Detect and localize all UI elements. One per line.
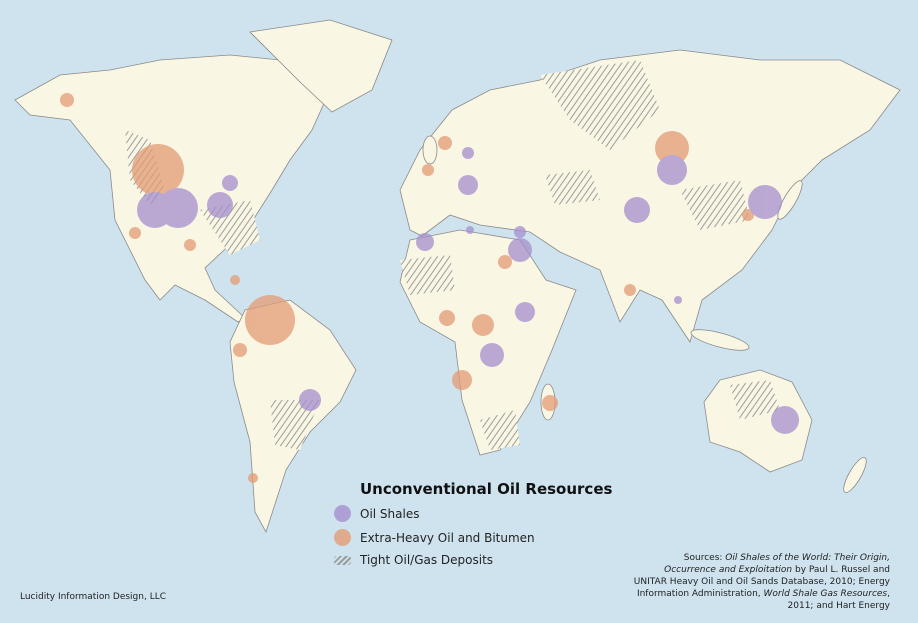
hatched-area xyxy=(540,60,660,150)
oil-shale-circle xyxy=(416,233,434,251)
resource-circles xyxy=(60,93,799,483)
japan xyxy=(777,180,803,220)
legend-title: Unconventional Oil Resources xyxy=(360,480,613,498)
credit: Lucidity Information Design, LLC xyxy=(20,592,167,602)
legend-item: Tight Oil/Gas Deposits xyxy=(334,553,493,567)
heavy-oil-circle xyxy=(452,370,472,390)
uk xyxy=(422,135,438,165)
heavy-oil-circle xyxy=(439,310,455,326)
legend-item: Oil Shales xyxy=(334,505,419,522)
legend-swatch xyxy=(334,555,351,565)
heavy-oil-circle xyxy=(498,255,512,269)
australia xyxy=(703,369,813,473)
source-text: , 2011; and Hart Energy xyxy=(787,589,890,611)
heavy-oil-circle xyxy=(245,295,295,345)
oil-shale-circle xyxy=(207,192,233,218)
heavy-oil-circle xyxy=(248,473,258,483)
heavy-oil-circle xyxy=(422,164,434,176)
legend-swatch xyxy=(334,505,351,522)
oil-shale-circle xyxy=(158,188,198,228)
hatched-area xyxy=(480,410,520,450)
oil-shale-circle xyxy=(299,389,321,411)
oil-shale-circle xyxy=(480,343,504,367)
oil-shale-circle xyxy=(222,175,238,191)
heavy-oil-circle xyxy=(233,343,247,357)
hatched-area xyxy=(400,255,455,295)
legend-label: Tight Oil/Gas Deposits xyxy=(360,553,494,567)
oil-shale-circle xyxy=(508,238,532,262)
source-text: by Paul L. Russel and UNITAR Heavy Oil a… xyxy=(633,565,890,599)
oil-shale-circle xyxy=(674,296,682,304)
heavy-oil-circle xyxy=(132,144,184,196)
source-text: Sources: xyxy=(683,553,726,563)
heavy-oil-circle xyxy=(129,227,141,239)
legend-label: Oil Shales xyxy=(360,506,420,521)
hatched-area xyxy=(545,170,600,205)
legend-item: Extra-Heavy Oil and Bitumen xyxy=(334,529,535,546)
greenland xyxy=(249,19,393,113)
heavy-oil-circle xyxy=(655,131,689,165)
source-text: World Shale Gas Resources xyxy=(763,589,888,599)
heavy-oil-circle xyxy=(438,136,452,150)
continents xyxy=(14,19,901,534)
oil-shale-circle xyxy=(624,197,650,223)
heavy-oil-circle xyxy=(624,284,636,296)
hatched-area xyxy=(680,180,750,230)
oil-shale-circle xyxy=(458,175,478,195)
oil-shale-circle xyxy=(462,147,474,159)
indonesia xyxy=(690,329,750,351)
new-zealand xyxy=(843,457,867,493)
sources: Sources: Oil Shales of the World: Their … xyxy=(630,552,890,612)
heavy-oil-circle xyxy=(472,314,494,336)
oil-shale-circle xyxy=(748,185,782,219)
hatched-area xyxy=(730,380,780,420)
heavy-oil-circle xyxy=(542,395,558,411)
legend-label: Extra-Heavy Oil and Bitumen xyxy=(360,530,535,545)
hatched-area xyxy=(270,400,320,450)
oil-shale-circle xyxy=(515,302,535,322)
source-text: Oil Shales of the World: Their Origin, O… xyxy=(664,553,890,575)
oil-shale-circle xyxy=(657,155,687,185)
heavy-oil-circle xyxy=(60,93,74,107)
oil-shale-circle xyxy=(466,226,474,234)
heavy-oil-circle xyxy=(230,275,240,285)
oil-shale-circle xyxy=(771,406,799,434)
heavy-oil-circle xyxy=(184,239,196,251)
legend-swatch xyxy=(334,529,351,546)
oil-shale-circle xyxy=(514,226,526,238)
heavy-oil-circle xyxy=(742,209,754,221)
